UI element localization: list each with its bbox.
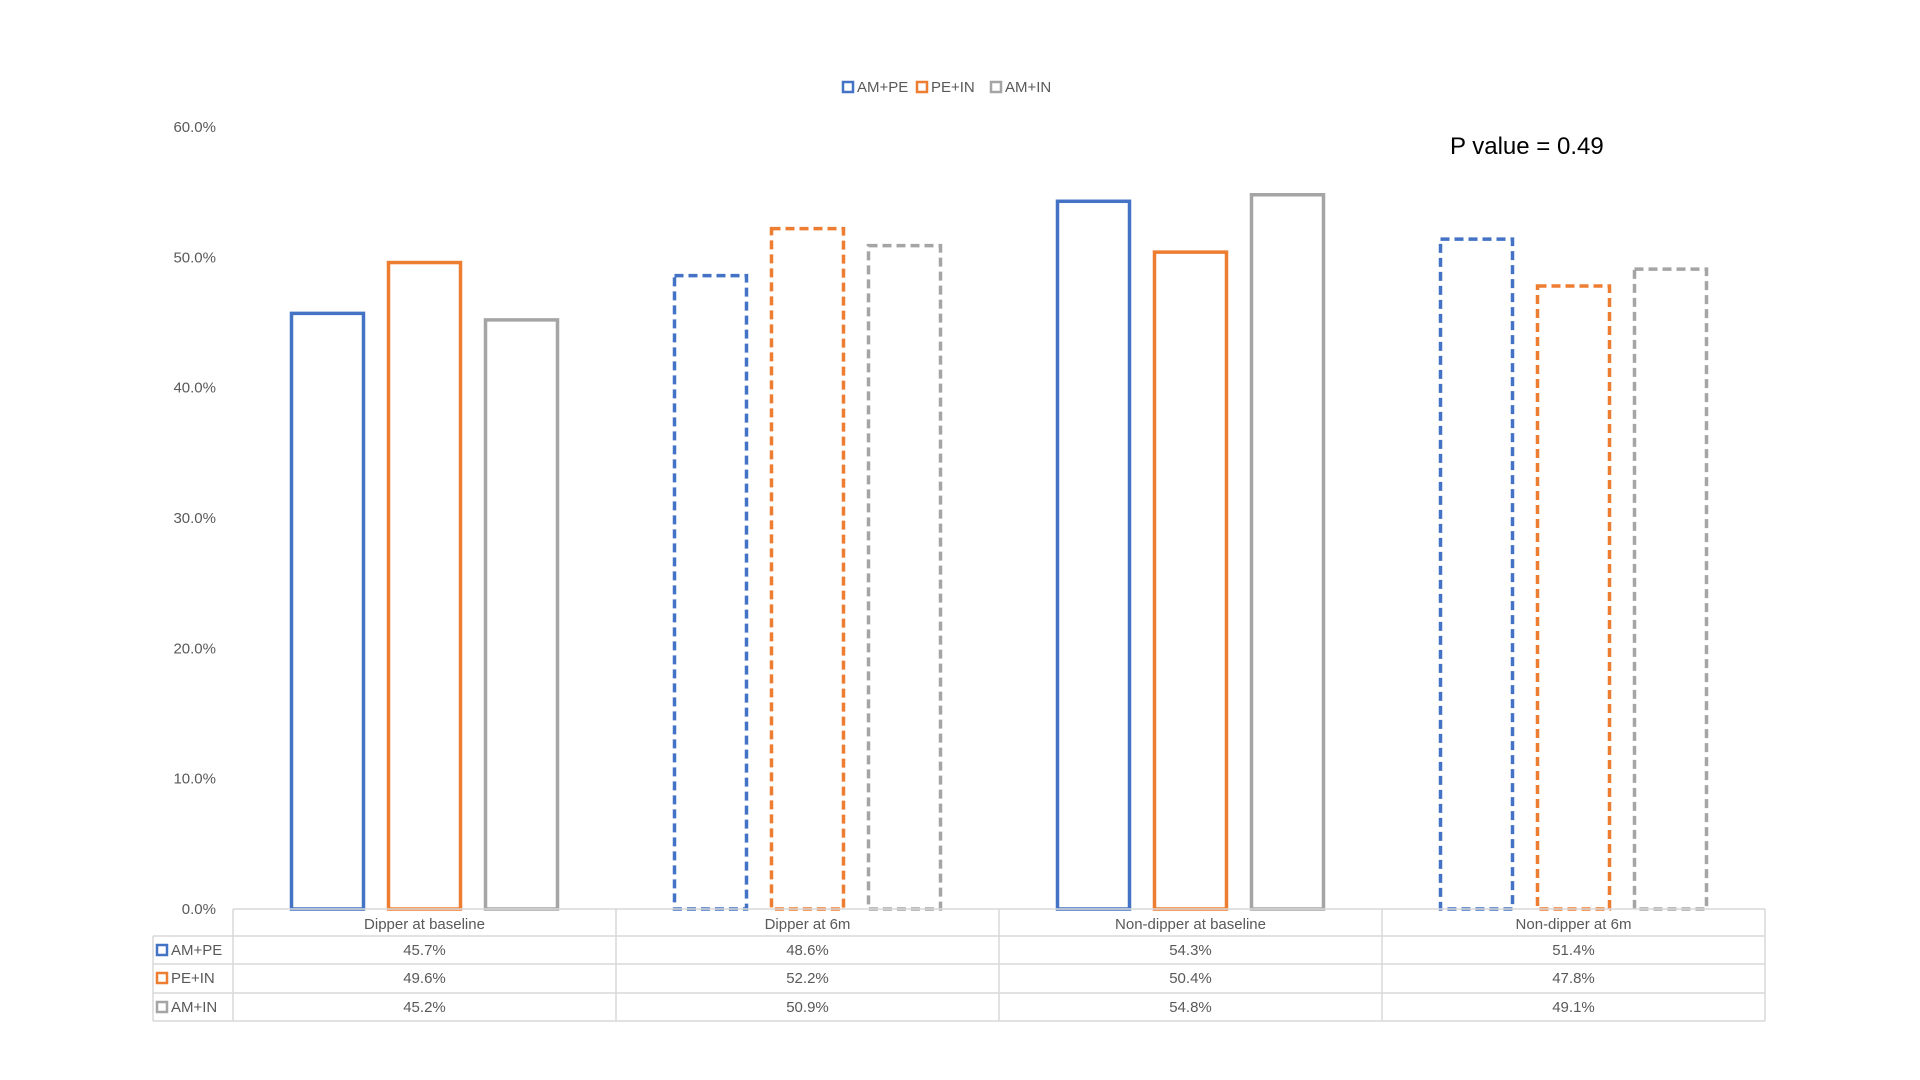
bar-am-pe-dipper-at-baseline [289, 311, 366, 911]
table-swatch-am-pe [155, 943, 169, 957]
bar-pe-in-non-dipper-at-baseline [1152, 250, 1229, 911]
table-row-label-pe-in: PE+IN [171, 970, 215, 987]
data-label-am-in-non-dipper-at-6m: 49.1% [1552, 999, 1595, 1016]
bar-am-pe-dipper-at-6m [672, 273, 749, 911]
data-label-am-in-dipper-at-6m: 50.9% [786, 999, 829, 1016]
category-label-non-dipper-at-baseline: Non-dipper at baseline [1115, 916, 1266, 933]
data-label-am-in-non-dipper-at-baseline: 54.8% [1169, 999, 1212, 1016]
bar-am-in-dipper-at-baseline [483, 318, 560, 911]
data-label-pe-in-dipper-at-6m: 52.2% [786, 970, 829, 987]
y-tick-label: 20.0% [173, 640, 216, 657]
bar-am-pe-non-dipper-at-6m [1438, 237, 1515, 911]
bar-am-pe-non-dipper-at-baseline [1055, 199, 1132, 911]
data-label-am-pe-dipper-at-baseline: 45.7% [403, 942, 446, 959]
bar-am-in-dipper-at-6m [866, 243, 943, 911]
category-label-dipper-at-baseline: Dipper at baseline [364, 916, 485, 933]
data-label-am-pe-dipper-at-6m: 48.6% [786, 942, 829, 959]
legend-label-am-pe: AM+PE [857, 79, 908, 96]
y-tick-label: 10.0% [173, 771, 216, 788]
data-table: Dipper at baseline Dipper at 6m Non-dipper… [152, 908, 1766, 1022]
bar-pe-in-dipper-at-baseline [386, 260, 463, 911]
legend-label-pe-in: PE+IN [931, 79, 975, 96]
bar-pe-in-non-dipper-at-6m [1535, 284, 1612, 911]
bars [289, 193, 1709, 911]
chart-legend: AM+PE PE+IN AM+IN [841, 79, 1051, 96]
data-label-am-in-dipper-at-baseline: 45.2% [403, 999, 446, 1016]
category-label-non-dipper-at-6m: Non-dipper at 6m [1516, 916, 1632, 933]
legend-swatch-am-in [989, 80, 1003, 94]
category-label-dipper-at-6m: Dipper at 6m [765, 916, 851, 933]
legend-label-am-in: AM+IN [1005, 79, 1051, 96]
y-axis: 0.0% 10.0% 20.0% 30.0% 40.0% 50.0% 60.0% [173, 119, 216, 918]
p-value-annotation: P value = 0.49 [1450, 133, 1604, 160]
table-row-label-am-pe: AM+PE [171, 942, 222, 959]
legend-swatch-am-pe [841, 80, 855, 94]
y-tick-label: 0.0% [182, 901, 216, 918]
y-tick-label: 50.0% [173, 249, 216, 266]
table-row-label-am-in: AM+IN [171, 999, 217, 1016]
table-swatch-pe-in [155, 971, 169, 985]
data-label-am-pe-non-dipper-at-baseline: 54.3% [1169, 942, 1212, 959]
data-label-pe-in-dipper-at-baseline: 49.6% [403, 970, 446, 987]
data-label-am-pe-non-dipper-at-6m: 51.4% [1552, 942, 1595, 959]
data-label-pe-in-non-dipper-at-6m: 47.8% [1552, 970, 1595, 987]
y-tick-label: 60.0% [173, 119, 216, 136]
bar-am-in-non-dipper-at-baseline [1249, 193, 1326, 911]
y-tick-label: 40.0% [173, 380, 216, 397]
legend-swatch-pe-in [915, 80, 929, 94]
data-label-pe-in-non-dipper-at-baseline: 50.4% [1169, 970, 1212, 987]
bar-pe-in-dipper-at-6m [769, 226, 846, 911]
table-swatch-am-in [155, 1000, 169, 1014]
bar-am-in-non-dipper-at-6m [1632, 267, 1709, 911]
y-tick-label: 30.0% [173, 510, 216, 527]
